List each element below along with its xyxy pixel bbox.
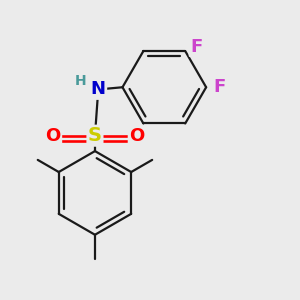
Text: O: O: [46, 127, 61, 145]
Text: H: H: [75, 74, 86, 88]
Text: O: O: [129, 127, 144, 145]
Text: N: N: [91, 80, 106, 98]
Text: S: S: [88, 126, 102, 145]
Text: F: F: [213, 78, 226, 96]
Text: F: F: [190, 38, 202, 56]
